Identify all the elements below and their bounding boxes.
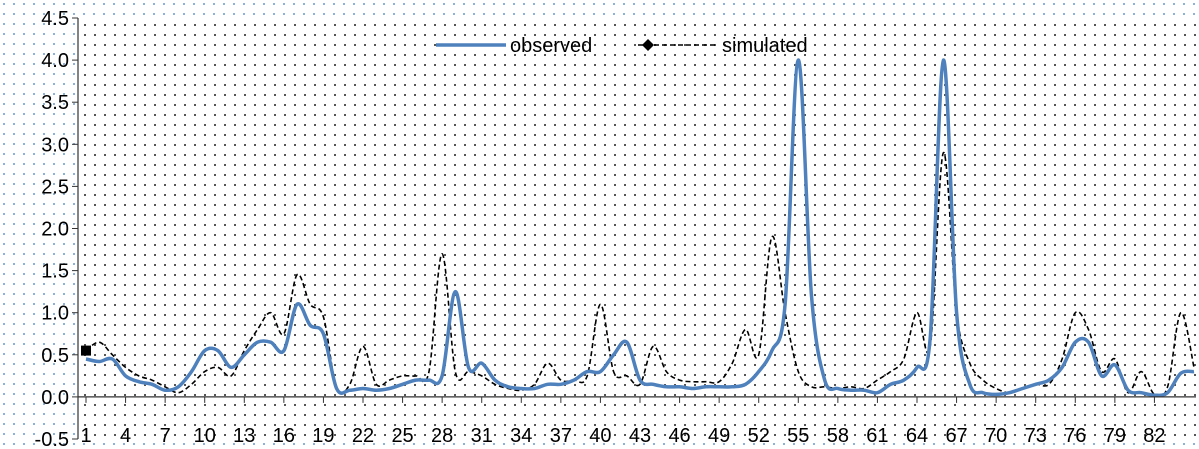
y-tick-label: 1.0 xyxy=(41,303,69,325)
y-tick-label: 4.5 xyxy=(41,8,69,30)
legend-label-observed: observed xyxy=(510,35,592,57)
x-tick-label: 73 xyxy=(1025,425,1047,447)
legend: observed simulated xyxy=(436,35,808,57)
axes xyxy=(77,18,1196,439)
series-line-simulated xyxy=(85,151,1195,398)
series-layer xyxy=(81,58,1195,398)
x-tick-label: 82 xyxy=(1143,425,1165,447)
x-tick-label: 1 xyxy=(80,425,91,447)
y-tick-label: 1.5 xyxy=(41,261,69,283)
x-tick-label: 7 xyxy=(160,425,171,447)
legend-label-simulated: simulated xyxy=(722,35,808,57)
x-tick-label: 19 xyxy=(312,425,334,447)
y-tick-label: 4.0 xyxy=(41,50,69,72)
x-tick-label: 25 xyxy=(391,425,413,447)
y-tick-label: 0.5 xyxy=(41,345,69,367)
x-tick-label: 67 xyxy=(945,425,967,447)
legend-diamond-marker xyxy=(642,39,654,51)
x-tick-label: 79 xyxy=(1104,425,1126,447)
x-tick-label: 61 xyxy=(866,425,888,447)
x-tick-label: 4 xyxy=(120,425,131,447)
x-tick-label: 13 xyxy=(233,425,255,447)
y-tick-label: 3.0 xyxy=(41,134,69,156)
x-tick-label: 22 xyxy=(352,425,374,447)
y-tick-label: 2.5 xyxy=(41,176,69,198)
x-tick-label: 49 xyxy=(708,425,730,447)
y-tick-label: 0.0 xyxy=(41,387,69,409)
simulated-start-marker xyxy=(81,345,91,356)
x-tick-label: 76 xyxy=(1064,425,1086,447)
axis-ticks: -0.5 0.0 0.5 1.0 1.5 2.0 2.5 3.0 3.5 4.0 4.5 1 4 7 10 1… xyxy=(35,8,1166,449)
x-tick-label: 55 xyxy=(787,425,809,447)
x-tick-label: 31 xyxy=(471,425,493,447)
series-line-observed xyxy=(85,58,1195,398)
x-tick-label: 43 xyxy=(629,425,651,447)
y-tick-label: 3.5 xyxy=(41,92,69,114)
x-tick-label: 70 xyxy=(985,425,1007,447)
x-tick-label: 10 xyxy=(194,425,216,447)
x-tick-label: 40 xyxy=(589,425,611,447)
x-tick-label: 58 xyxy=(827,425,849,447)
x-tick-label: 16 xyxy=(273,425,295,447)
y-tick-label: -0.5 xyxy=(35,429,69,449)
x-tick-label: 52 xyxy=(748,425,770,447)
x-tick-label: 46 xyxy=(668,425,690,447)
x-tick-label: 34 xyxy=(510,425,532,447)
x-tick-label: 28 xyxy=(431,425,453,447)
x-tick-label: 64 xyxy=(906,425,928,447)
y-tick-label: 2.0 xyxy=(41,219,69,241)
x-tick-label: 37 xyxy=(550,425,572,447)
